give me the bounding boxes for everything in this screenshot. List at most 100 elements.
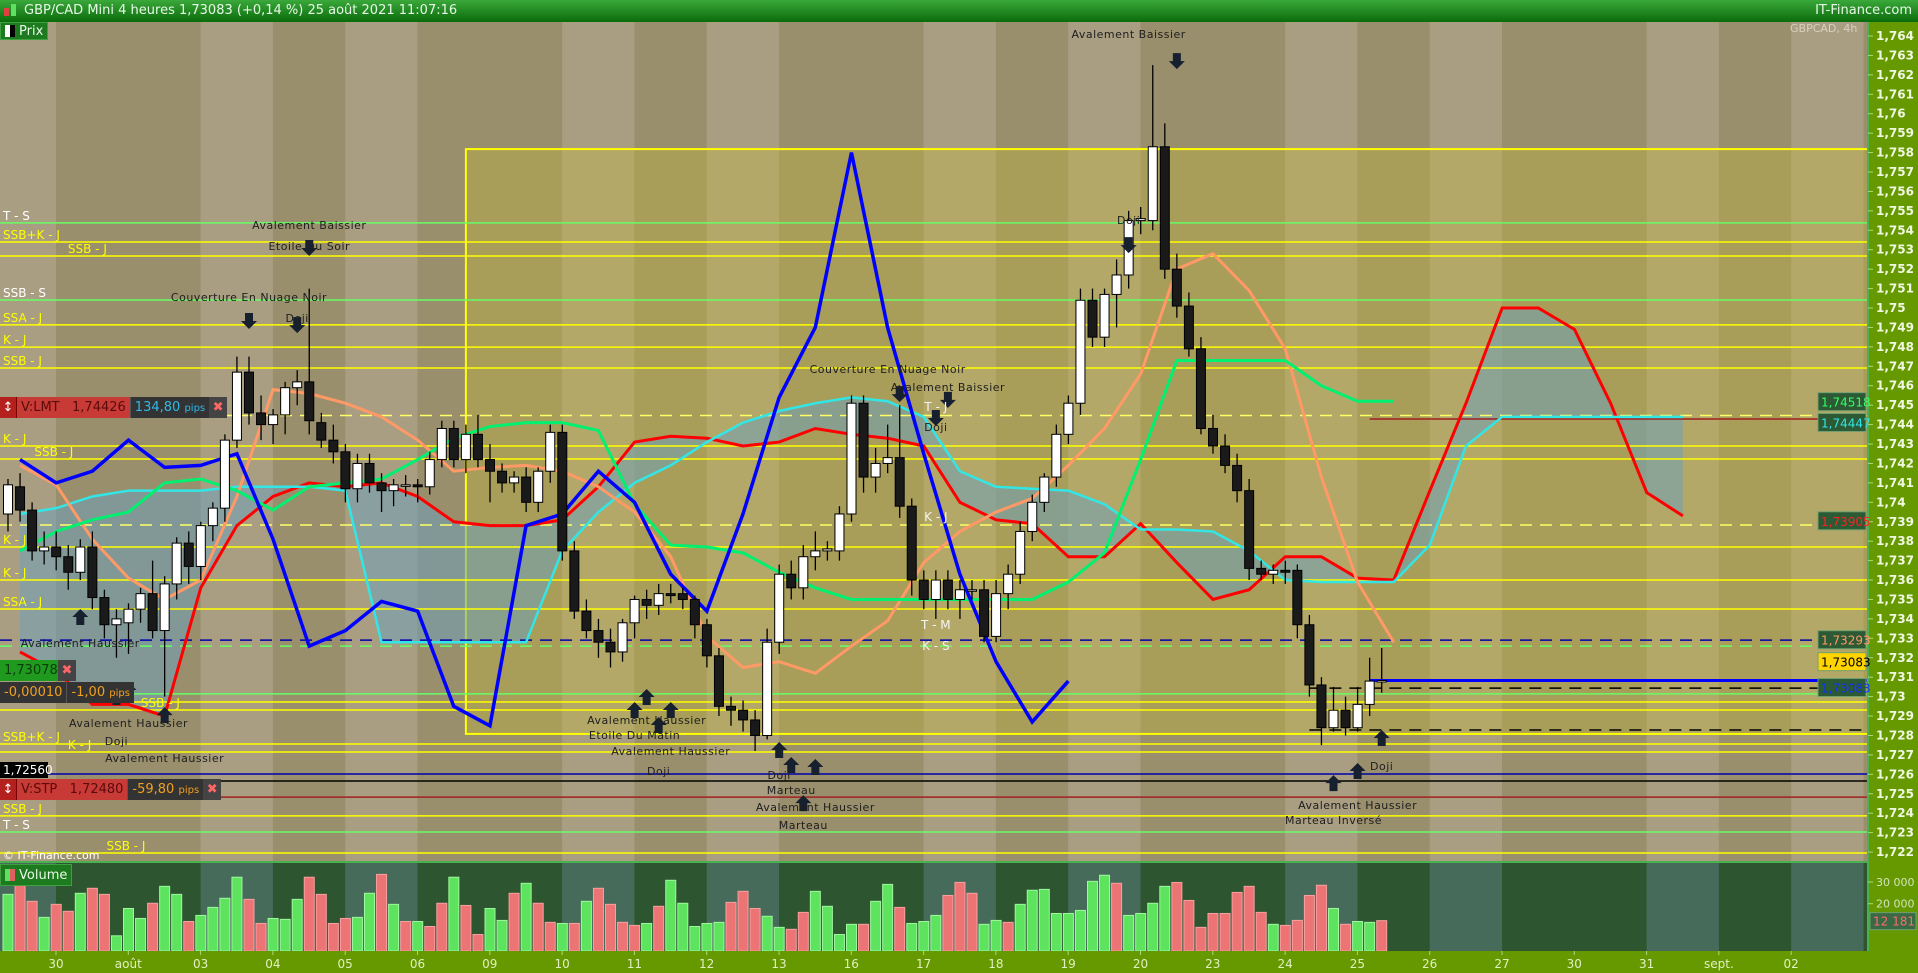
- candle-body-down: [1316, 684, 1327, 729]
- volume-bar: [1062, 912, 1074, 952]
- candlestick-icon: [4, 4, 18, 18]
- volume-bar: [219, 897, 231, 952]
- current-price-widget[interactable]: 1,73078 ✖: [0, 660, 76, 681]
- y-tick-label: 1,759: [1876, 126, 1914, 140]
- candle-body-down: [376, 482, 387, 492]
- candle-body-up: [930, 579, 941, 600]
- volume-bar: [86, 887, 98, 952]
- candle: [1135, 206, 1146, 235]
- volume-bar: [448, 876, 460, 952]
- y-tick-label: 1,751: [1876, 282, 1914, 296]
- candle: [1256, 560, 1267, 581]
- candle-body-down: [448, 427, 459, 461]
- candle: [726, 696, 736, 726]
- line-label: K - S: [922, 639, 949, 653]
- volume-bar: [918, 920, 930, 952]
- volume-bar: [761, 915, 773, 952]
- candle-body-down: [183, 542, 194, 567]
- volume-bar: [472, 934, 484, 952]
- candle: [521, 467, 532, 513]
- candle-body-down: [581, 610, 592, 632]
- candle: [858, 395, 869, 493]
- arrow-up-icon: [807, 758, 824, 775]
- stop-order-widget[interactable]: ↕ V:STP 1,72480 -59,80 pips ✖: [0, 779, 222, 800]
- volume-bar: [532, 902, 544, 952]
- close-icon[interactable]: ✖: [203, 779, 222, 800]
- close-icon[interactable]: ✖: [209, 397, 228, 418]
- volume-bar: [1038, 888, 1050, 952]
- day-band: [345, 22, 418, 862]
- candle: [1063, 395, 1074, 445]
- level-label: SSA - J: [3, 595, 42, 609]
- volume-bar: [833, 934, 845, 952]
- volume-bar: [1328, 907, 1339, 952]
- candle: [581, 599, 592, 639]
- candle-body-up: [1364, 680, 1375, 705]
- x-tick-label: 30: [1567, 957, 1582, 971]
- candle: [256, 395, 267, 441]
- volume-legend[interactable]: Volume: [0, 864, 73, 886]
- candle: [328, 424, 339, 464]
- time-axis: [0, 951, 1868, 973]
- arrow-down-icon: [1168, 53, 1185, 70]
- candle-body-up: [1352, 703, 1363, 729]
- drag-vertical-icon[interactable]: ↕: [0, 397, 17, 418]
- volume-bar: [1291, 919, 1303, 952]
- volume-bar: [605, 903, 616, 952]
- y-tick-label: 1,742: [1876, 456, 1914, 470]
- candle-body-up: [123, 608, 134, 624]
- candle: [135, 587, 146, 623]
- line-label: T - J: [923, 400, 947, 414]
- candle-body-up: [1135, 218, 1146, 222]
- brand-link[interactable]: IT-Finance.com: [1815, 3, 1912, 18]
- volume-bar: [773, 926, 785, 952]
- candle-body-down: [304, 381, 315, 422]
- pattern-label: Doji: [924, 421, 947, 434]
- candle-body-down: [750, 719, 761, 736]
- arrow-up-icon: [771, 742, 788, 759]
- arrow-down-icon: [289, 317, 306, 334]
- volume-bar: [98, 893, 110, 952]
- candle: [1232, 453, 1243, 503]
- volume-bar: [1099, 874, 1111, 952]
- drag-vertical-icon[interactable]: ↕: [0, 779, 17, 800]
- candle: [436, 420, 447, 468]
- volume-bar: [26, 900, 38, 952]
- y-tick-label: 1,747: [1876, 359, 1914, 373]
- candle-body-up: [268, 414, 279, 426]
- volume-day-band: [1791, 862, 1864, 951]
- tenkan-line: [19, 358, 1394, 601]
- y-tick-label: 1,736: [1876, 573, 1914, 587]
- price-legend-label: Prix: [19, 23, 44, 39]
- y-tick-label: 1,722: [1876, 845, 1914, 859]
- candle: [27, 502, 38, 561]
- candle-body-up: [135, 593, 146, 610]
- volume-bar: [327, 922, 339, 952]
- level-label: K - J: [3, 566, 26, 580]
- candle-body-up: [798, 556, 809, 589]
- level-label: SSB+K - J: [3, 730, 60, 744]
- volume-bar: [1135, 912, 1147, 952]
- arrow-down-icon: [939, 391, 956, 408]
- candle: [1159, 123, 1170, 279]
- arrow-up-icon: [156, 707, 173, 724]
- candle-body-up: [207, 507, 218, 527]
- candle: [1075, 288, 1086, 415]
- candle-body-down: [364, 462, 375, 484]
- limit-order-widget[interactable]: ↕ V:LMT 1,74426 134,80 pips ✖: [0, 397, 228, 418]
- volume-bar: [1147, 902, 1159, 952]
- y-tick-label: 1,746: [1876, 379, 1914, 393]
- y-tick-label: 1,749: [1876, 320, 1914, 334]
- price-legend[interactable]: Prix: [0, 22, 49, 40]
- volume-bar: [1352, 920, 1364, 952]
- day-band: [0, 22, 56, 862]
- candle: [701, 618, 712, 668]
- volume-bar: [1183, 899, 1195, 952]
- volume-bar: [1159, 885, 1171, 952]
- close-icon[interactable]: ✖: [58, 660, 76, 681]
- x-tick-label: 31: [1639, 957, 1654, 971]
- arrow-up-icon: [783, 757, 800, 774]
- pattern-label: Avalement Haussier: [1298, 799, 1417, 812]
- volume-bar: [629, 924, 641, 952]
